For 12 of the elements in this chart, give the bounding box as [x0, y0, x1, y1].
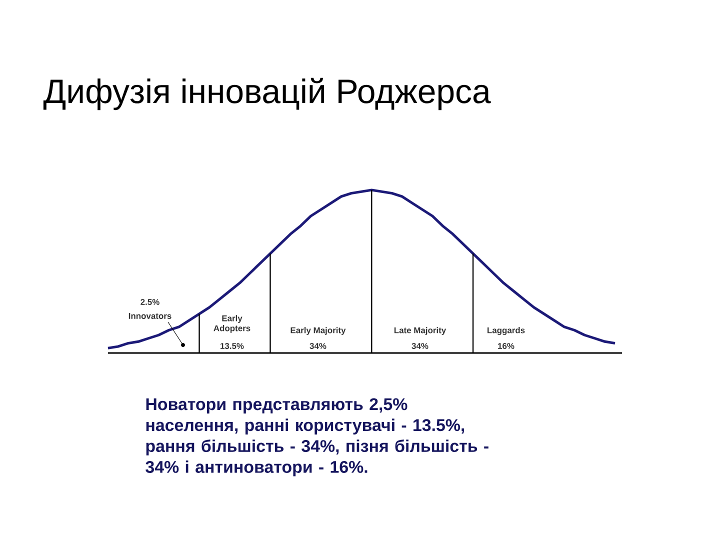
- annotation: Late Majority: [394, 327, 446, 335]
- annotation: 34%: [412, 343, 428, 349]
- annotation: 2.5%: [140, 299, 160, 305]
- text: Новатори представляють 2,5% населення, ранні користувачі - 13.5%, рання більшість - 34%, пізня більшість - 34% і антиноватори - 16%.: [146, 398, 488, 476]
- annotation: 13.5%: [220, 343, 244, 349]
- annotation: 16%: [498, 343, 514, 349]
- annotation: Laggards: [488, 327, 525, 335]
- chart-title: Дифузія інновацій Роджерса: [43, 78, 491, 110]
- annotation: 34%: [310, 343, 326, 349]
- annotation: Innovators: [128, 313, 172, 319]
- annotation: Early Adopters: [214, 315, 250, 333]
- annotation: Early Majority: [290, 327, 346, 335]
